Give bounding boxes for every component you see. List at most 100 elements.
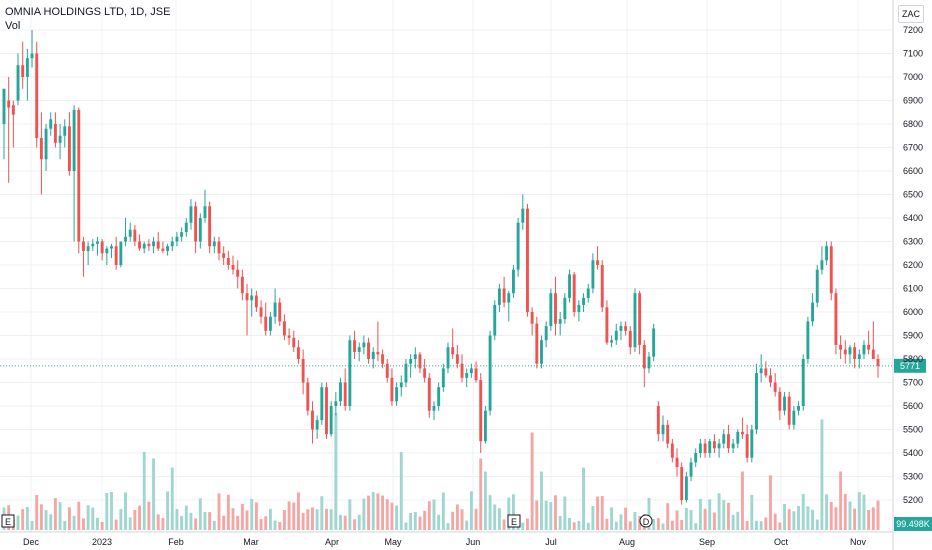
candle-body [460,363,464,378]
volume-bar [455,504,459,530]
volume-bar [114,519,118,530]
volume-bar [320,496,324,530]
candle-body [301,359,305,383]
volume-bar [750,494,754,530]
candle-body [222,253,226,258]
volume-bar [811,509,815,530]
volume-bar [591,506,595,530]
candle-body [502,288,506,303]
volume-bar [133,509,137,530]
candle-body [21,65,25,77]
volume-bar [306,509,310,530]
y-tick-label: 6100 [903,284,923,294]
candle-body [240,276,244,294]
volume-bar [577,520,581,530]
candle-body [563,297,567,320]
last-price-label: 5771 [900,361,920,371]
candle-body [862,344,866,355]
candle-body [801,359,805,406]
volume-bar [507,497,511,530]
y-tick-label: 7200 [903,25,923,35]
candle-body [432,406,436,411]
volume-bar [348,499,352,530]
candle-body [614,330,618,341]
candle-body [469,368,473,374]
candle-body [138,241,141,249]
volume-bar [156,514,160,530]
volume-bar [483,471,487,530]
volume-bar [867,509,871,530]
volume-bar [614,521,618,530]
volume-bar [876,500,880,530]
candle-body [568,274,571,298]
volume-bar [479,458,483,530]
candle-body [339,382,342,402]
candle-body [853,347,857,359]
volume-bar [544,500,548,530]
volume-bar [526,518,529,530]
y-tick-label: 5600 [903,401,923,411]
candle-body [329,406,333,435]
volume-bar [21,509,25,530]
volume-bar [357,514,361,530]
currency-badge[interactable]: ZAC [898,5,924,23]
volume-bar [63,521,67,530]
candle-body [544,326,548,341]
candle-body [282,321,286,336]
volume-bar [427,501,431,530]
y-tick-label: 5400 [903,448,923,458]
candle-body [787,396,791,425]
volume-bar [30,520,34,530]
dividend-marker-icon [639,514,653,528]
volume-bar [441,492,445,530]
candle-body [815,269,819,303]
volume-bar [297,492,300,530]
volume-bar [409,512,413,530]
time-axis[interactable]: Dec 2023 Feb Mar Apr May Jun Jul Aug Sep Oct Nov [0,531,893,547]
volume-bar [488,495,492,530]
volume-bar [834,507,838,530]
candle-body [820,260,824,270]
volume-bar [395,505,399,530]
chart-grid [0,0,893,532]
y-tick-label: 6800 [903,119,923,129]
volume-bar [783,503,786,530]
volume-bar [413,511,417,530]
candle-body [353,340,356,352]
candle-body [254,295,258,308]
volume-bar [86,505,90,530]
volume-bar [670,520,674,530]
candle-body [834,293,838,345]
candle-body [591,260,595,289]
event-marker-label: D [643,517,650,527]
x-tick-label: Sep [699,537,715,547]
candle-body [638,293,642,345]
volume-bar [268,508,272,530]
candle-body [675,457,679,468]
candle-body [67,126,71,171]
volume-bar [474,508,478,530]
volume-bar [638,516,642,530]
event-marker-label: E [511,517,517,527]
candle-body [30,53,34,59]
candle-body [166,246,170,251]
volume-bar [212,520,216,530]
candle-body [114,246,118,265]
candle-body [736,431,740,444]
price-axis[interactable]: 5200 5300 5400 5500 5600 5700 5800 5900 6000 6100… [892,0,923,550]
candle-body [726,434,730,449]
candle-body [661,424,665,435]
candle-body [582,297,585,305]
candle-body [371,351,375,359]
candle-body [867,344,871,350]
candle-body [278,302,282,322]
candle-body [526,208,529,312]
volume-bar [652,519,656,530]
volume-bar [549,502,553,530]
earnings-marker-icon [1,514,15,528]
volume-bar [451,511,455,530]
volume-bar [647,497,651,530]
candle-body [857,354,861,359]
